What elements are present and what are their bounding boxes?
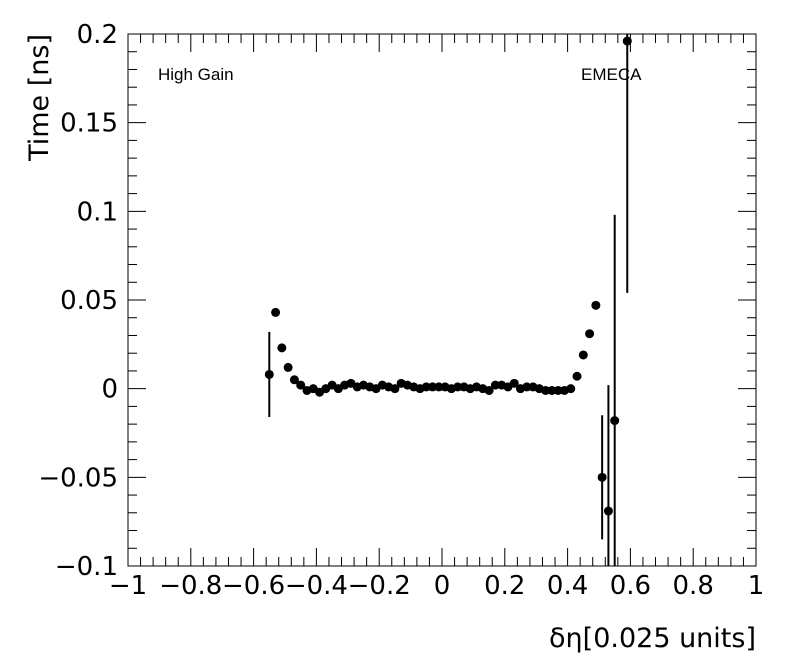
- y-tick-label: −0.05: [38, 463, 118, 493]
- y-tick-label: −0.1: [55, 552, 118, 582]
- y-tick-label: 0.2: [77, 20, 118, 50]
- data-point: [271, 307, 281, 317]
- x-axis-title: δη[0.025 units]: [549, 623, 756, 654]
- x-tick-label: −0.2: [348, 571, 411, 601]
- data-point: [553, 385, 563, 395]
- data-point: [509, 378, 519, 388]
- data-point: [289, 375, 299, 385]
- data-point: [434, 382, 444, 392]
- data-point: [264, 369, 274, 379]
- data-point: [603, 506, 613, 516]
- major-ticks: [127, 33, 757, 567]
- x-tick-label: 0.4: [547, 571, 588, 601]
- data-point: [622, 36, 632, 46]
- annotation-region: EMECA: [581, 65, 642, 84]
- data-point: [566, 384, 576, 394]
- data-point: [610, 416, 620, 426]
- y-tick-label: 0: [101, 375, 118, 405]
- y-tick-label: 0.05: [60, 286, 118, 316]
- y-tick-label: 0.1: [77, 197, 118, 227]
- data-point: [578, 350, 588, 360]
- x-tick-label: −0.8: [159, 571, 222, 601]
- data-point: [277, 343, 287, 353]
- x-tick-labels: −1 −0.8 −0.6 −0.4 −0.2 0 0.2 0.4 0.6 0.8 1: [109, 571, 764, 601]
- x-tick-label: −0.6: [222, 571, 285, 601]
- data-point: [296, 380, 306, 390]
- plot-frame: [127, 33, 757, 567]
- error-bars: [268, 34, 629, 566]
- x-tick-label: 0.6: [610, 571, 651, 601]
- data-point: [522, 382, 532, 392]
- data-point: [283, 362, 293, 372]
- x-tick-label: −0.4: [285, 571, 348, 601]
- data-point: [591, 300, 601, 310]
- x-tick-label: 0: [434, 571, 451, 601]
- annotation-gain: High Gain: [158, 65, 234, 84]
- x-tick-label: 0.2: [484, 571, 525, 601]
- x-tick-label: 0.8: [673, 571, 714, 601]
- x-tick-label: 1: [748, 571, 765, 601]
- data-point: [585, 329, 595, 339]
- y-tick-label: 0.15: [60, 109, 118, 139]
- data-point: [547, 385, 557, 395]
- minor-ticks: [128, 34, 756, 566]
- y-tick-labels: −0.1 −0.05 0 0.05 0.1 0.15 0.2: [38, 20, 118, 582]
- x-tick-label: −1: [109, 571, 147, 601]
- data-point: [484, 385, 494, 395]
- y-axis-title: Time [ns]: [24, 34, 55, 162]
- data-point: [541, 385, 551, 395]
- data-point: [390, 384, 400, 394]
- data-point: [428, 382, 438, 392]
- data-points: [264, 36, 632, 516]
- data-point: [572, 371, 582, 381]
- data-point: [490, 380, 500, 390]
- data-point: [597, 472, 607, 482]
- data-point: [453, 382, 463, 392]
- data-point: [421, 382, 431, 392]
